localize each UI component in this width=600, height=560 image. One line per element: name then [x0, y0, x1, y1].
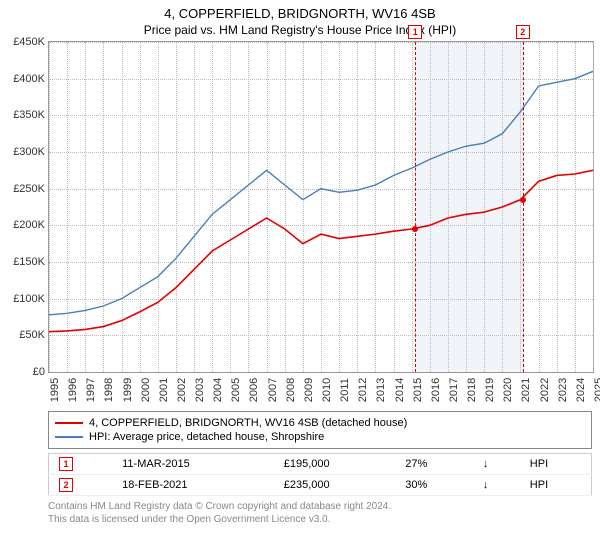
tx-date: 11-MAR-2015 [112, 453, 274, 474]
x-axis-label: 2009 [303, 378, 315, 402]
x-axis-label: 2016 [430, 378, 442, 402]
footer-line1: Contains HM Land Registry data © Crown c… [48, 500, 592, 513]
transactions-table: 1 11-MAR-2015£195,00027%↓HPI 2 18-FEB-2021£… [48, 453, 592, 496]
x-axis-label: 2020 [502, 378, 514, 402]
data-point [520, 197, 526, 203]
tx-price: £235,000 [274, 474, 396, 495]
legend-row: HPI: Average price, detached house, Shro… [55, 430, 585, 444]
x-axis-label: 2013 [375, 378, 387, 402]
legend-swatch [55, 436, 83, 438]
tx-vs: HPI [520, 474, 592, 495]
x-axis-label: 2008 [285, 378, 297, 402]
marker-line [523, 42, 524, 372]
x-axis-label: 2003 [194, 378, 206, 402]
x-axis-label: 2019 [484, 378, 496, 402]
series-line-price_paid [49, 170, 593, 331]
x-axis-label: 2010 [321, 378, 333, 402]
table-row: 2 18-FEB-2021£235,00030%↓HPI [49, 474, 592, 495]
data-point [412, 226, 418, 232]
tx-marker: 1 [59, 457, 73, 471]
footer-attribution: Contains HM Land Registry data © Crown c… [48, 500, 592, 526]
tx-price: £195,000 [274, 453, 396, 474]
x-axis-label: 1998 [103, 378, 115, 402]
tx-dir: ↓ [473, 474, 520, 495]
y-axis-label: £300K [13, 146, 49, 158]
footer-line2: This data is licensed under the Open Gov… [48, 513, 592, 526]
x-axis-label: 2018 [466, 378, 478, 402]
x-axis-label: 2017 [448, 378, 460, 402]
x-axis-label: 2023 [557, 378, 569, 402]
marker-box: 1 [408, 25, 422, 39]
legend-row: 4, COPPERFIELD, BRIDGNORTH, WV16 4SB (de… [55, 416, 585, 430]
y-axis-label: £350K [13, 109, 49, 121]
tx-pct: 27% [395, 453, 473, 474]
x-axis-label: 2005 [230, 378, 242, 402]
chart-svg [49, 42, 593, 372]
x-axis-label: 2004 [212, 378, 224, 402]
x-axis-label: 2000 [140, 378, 152, 402]
y-axis-label: £0 [33, 366, 49, 378]
tx-vs: HPI [520, 453, 592, 474]
x-axis-label: 2024 [575, 378, 587, 402]
tx-pct: 30% [395, 474, 473, 495]
table-row: 1 11-MAR-2015£195,00027%↓HPI [49, 453, 592, 474]
gridline-v [593, 42, 594, 372]
series-line-hpi [49, 71, 593, 314]
y-axis-label: £200K [13, 219, 49, 231]
marker-box: 2 [516, 25, 530, 39]
tx-date: 18-FEB-2021 [112, 474, 274, 495]
legend-swatch [55, 422, 83, 424]
y-axis-label: £150K [13, 256, 49, 268]
legend-label: HPI: Average price, detached house, Shro… [89, 431, 324, 443]
x-axis-label: 2014 [394, 378, 406, 402]
x-axis-label: 2025 [593, 378, 600, 402]
y-axis-label: £450K [13, 36, 49, 48]
x-axis-label: 2012 [357, 378, 369, 402]
x-axis-label: 2001 [158, 378, 170, 402]
x-axis-label: 2007 [267, 378, 279, 402]
chart-plot-area: £0£50K£100K£150K£200K£250K£300K£350K£400… [48, 41, 594, 373]
x-axis-label: 2021 [520, 378, 532, 402]
x-axis-label: 2002 [176, 378, 188, 402]
marker-line [415, 42, 416, 372]
y-axis-label: £400K [13, 73, 49, 85]
tx-marker: 2 [59, 478, 73, 492]
tx-dir: ↓ [473, 453, 520, 474]
y-axis-label: £250K [13, 183, 49, 195]
chart-subtitle: Price paid vs. HM Land Registry's House … [0, 23, 600, 37]
legend: 4, COPPERFIELD, BRIDGNORTH, WV16 4SB (de… [48, 411, 592, 449]
y-axis-label: £50K [19, 329, 49, 341]
x-axis-label: 1996 [67, 378, 79, 402]
chart-container: 4, COPPERFIELD, BRIDGNORTH, WV16 4SB Pri… [0, 0, 600, 560]
x-axis-label: 2006 [248, 378, 260, 402]
y-axis-label: £100K [13, 293, 49, 305]
x-axis-label: 1997 [85, 378, 97, 402]
legend-label: 4, COPPERFIELD, BRIDGNORTH, WV16 4SB (de… [89, 417, 407, 429]
x-axis-label: 2011 [339, 378, 351, 402]
x-axis-label: 2015 [412, 378, 424, 402]
x-axis-label: 2022 [539, 378, 551, 402]
x-axis-label: 1995 [49, 378, 61, 402]
chart-title: 4, COPPERFIELD, BRIDGNORTH, WV16 4SB [0, 0, 600, 23]
x-axis-label: 1999 [122, 378, 134, 402]
